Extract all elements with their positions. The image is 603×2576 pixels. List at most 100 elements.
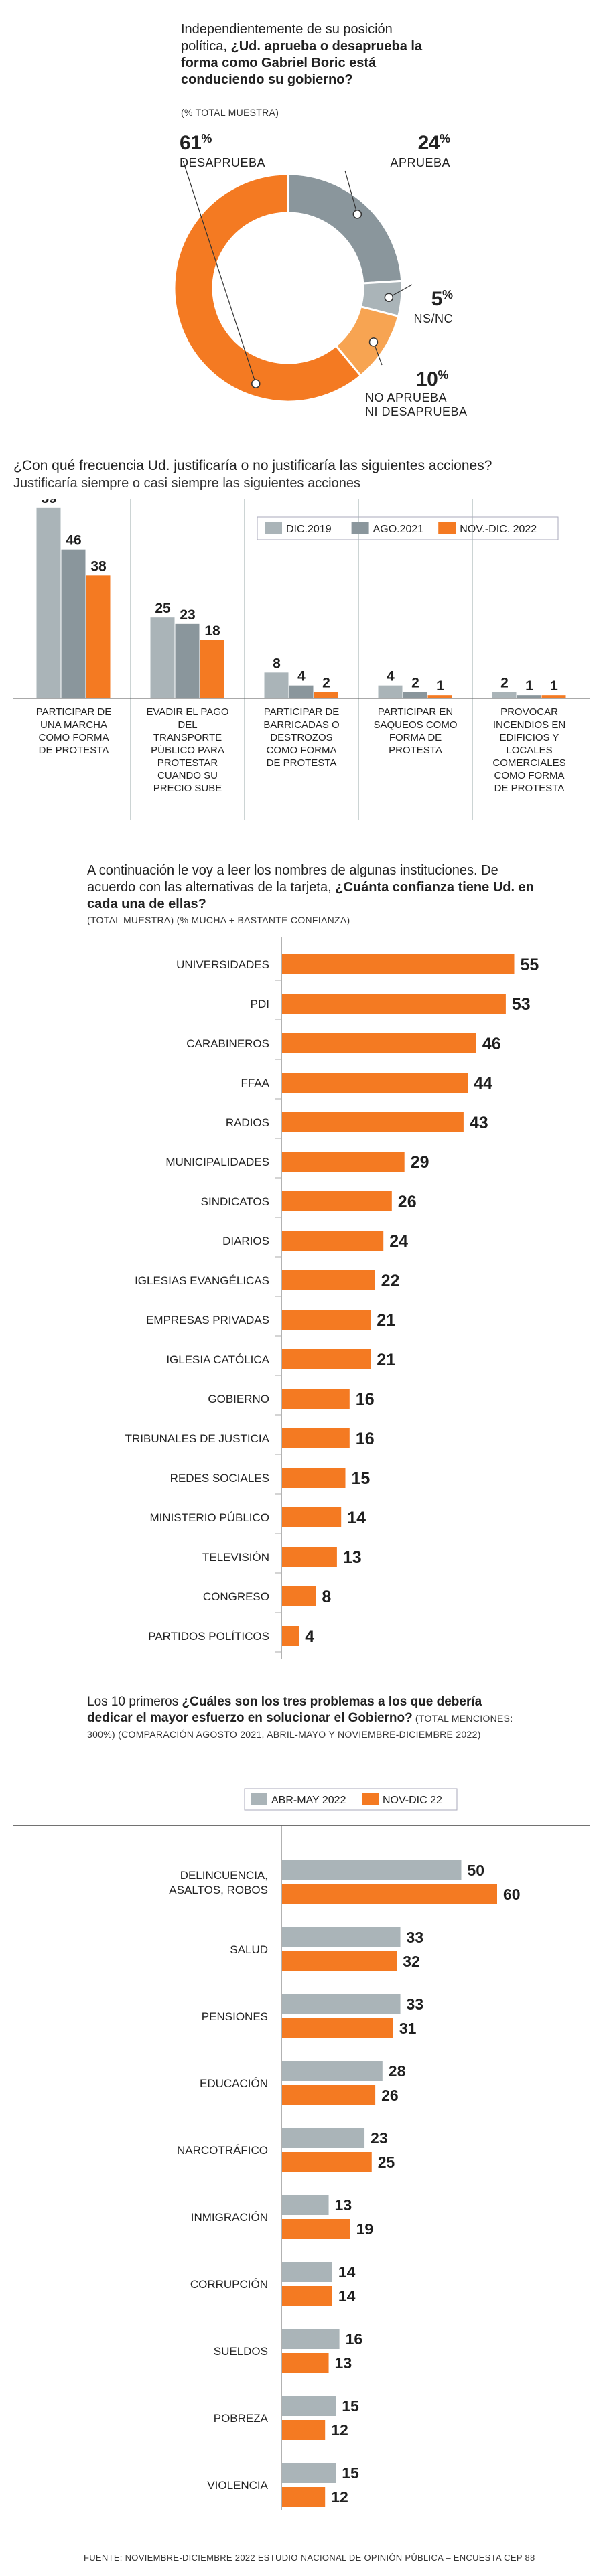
trust-value-1: 53 — [512, 995, 531, 1014]
aprueba-label: APRUEBA — [390, 156, 450, 169]
nsnc-pct: % — [442, 288, 453, 301]
problems-legend-swatch-1 — [362, 1793, 379, 1805]
approval-subtitle: (% TOTAL MUESTRA) — [181, 107, 279, 118]
donut-leader-dot-1 — [384, 293, 394, 302]
trust-value-8: 22 — [381, 1272, 400, 1290]
trust-bar-7 — [282, 1231, 384, 1251]
actions-category-1-line-2: TRANSPORTE — [153, 732, 222, 743]
problems-value-7-1: 13 — [335, 2354, 352, 2372]
actions-bar-4-0 — [492, 692, 517, 698]
problems-bar-6-1 — [282, 2286, 332, 2306]
problems-value-2-0: 33 — [407, 1995, 424, 2013]
problems-bar-2-1 — [282, 2018, 393, 2038]
actions-bar-0-1 — [61, 549, 86, 698]
actions-bar-0-0 — [36, 507, 61, 698]
trust-bar-17 — [282, 1626, 299, 1646]
trust-value-4: 43 — [470, 1114, 488, 1132]
donut-leader-dot-2 — [368, 337, 379, 347]
actions-category-0-line-3: DE PROTESTA — [39, 745, 109, 756]
trust-value-5: 29 — [411, 1153, 429, 1172]
actions-category-2-line-1: BARRICADAS O — [263, 719, 339, 731]
problems-bar-5-0 — [282, 2195, 329, 2215]
problems-value-0-0: 50 — [468, 1862, 485, 1879]
problems-bar-8-1 — [282, 2420, 326, 2440]
problems-value-1-0: 33 — [407, 1928, 424, 1946]
trust-bar-3 — [282, 1073, 468, 1093]
problems-value-6-0: 14 — [338, 2263, 356, 2281]
problems-category-4-line-0: NARCOTRÁFICO — [177, 2144, 268, 2157]
problems-bar-1-0 — [282, 1927, 401, 1947]
problems-bar-9-1 — [282, 2487, 326, 2507]
trust-value-17: 4 — [305, 1627, 314, 1646]
trust-category-15: TELEVISIÓN — [202, 1551, 269, 1564]
trust-bar-15 — [282, 1547, 337, 1567]
trust-value-0: 55 — [521, 956, 539, 974]
problems-question-bold: ¿Cuáles son los tres problemas a los que… — [87, 1695, 482, 1725]
problems-category-9-line-0: VIOLENCIA — [207, 2479, 268, 2492]
problems-category-0-line-1: ASALTOS, ROBOS — [169, 1884, 268, 1896]
label-desaprueba: 61% DESAPRUEBA — [180, 132, 265, 170]
actions-legend-label-2: NOV.-DIC. 2022 — [460, 524, 537, 535]
trust-category-0: UNIVERSIDADES — [176, 958, 269, 971]
ni-label-1: NO APRUEBA — [365, 391, 448, 404]
trust-category-14: MINISTERIO PÚBLICO — [149, 1511, 269, 1524]
actions-bar-4-2 — [541, 695, 566, 698]
actions-category-0-line-0: PARTICIPAR DE — [36, 706, 112, 718]
problems-category-8-line-0: POBREZA — [214, 2412, 269, 2425]
trust-bar-10 — [282, 1349, 371, 1369]
problems-value-0-1: 60 — [503, 1886, 521, 1903]
actions-category-4-line-1: INCENDIOS EN — [493, 719, 565, 731]
trust-value-9: 21 — [377, 1311, 395, 1330]
problems-bar-5-1 — [282, 2219, 350, 2239]
actions-category-4-line-6: DE PROTESTA — [494, 783, 565, 794]
actions-category-4-line-3: LOCALES — [506, 745, 552, 756]
actions-category-4-line-4: COMERCIALES — [492, 757, 565, 769]
problems-bar-7-0 — [282, 2329, 340, 2349]
actions-value-1-2: 18 — [204, 623, 220, 639]
problems-value-8-1: 12 — [331, 2421, 348, 2439]
problems-legend-frame — [244, 1788, 458, 1811]
actions-bar-3-2 — [427, 695, 452, 698]
trust-value-14: 14 — [347, 1509, 366, 1527]
donut-slice-0 — [287, 173, 403, 285]
actions-value-1-1: 23 — [180, 607, 195, 623]
problems-category-3-line-0: EDUCACIÓN — [200, 2077, 268, 2090]
donut-slice-3 — [173, 173, 362, 403]
nsnc-label: NS/NC — [413, 312, 453, 325]
actions-value-0-1: 46 — [66, 533, 81, 548]
actions-bar-3-0 — [378, 685, 403, 698]
trust-bar-2 — [282, 1033, 476, 1053]
actions-category-4-line-0: PROVOCAR — [500, 706, 558, 718]
actions-bar-2-1 — [289, 685, 314, 698]
actions-bar-2-0 — [264, 672, 289, 698]
problems-bar-3-1 — [282, 2085, 376, 2105]
problems-bar-6-0 — [282, 2262, 332, 2282]
problems-category-7-line-0: SUELDOS — [214, 2345, 268, 2358]
trust-category-6: SINDICATOS — [201, 1195, 269, 1208]
actions-category-3-line-0: PARTICIPAR EN — [378, 706, 454, 718]
problems-value-5-1: 19 — [356, 2220, 374, 2238]
actions-value-3-2: 1 — [436, 678, 444, 694]
trust-value-7: 24 — [389, 1232, 408, 1251]
problems-category-1-line-0: SALUD — [230, 1943, 268, 1956]
actions-value-4-0: 2 — [500, 675, 509, 690]
problems-value-6-1: 14 — [338, 2287, 356, 2305]
trust-value-10: 21 — [377, 1351, 395, 1369]
actions-category-4-line-5: COMO FORMA — [494, 770, 565, 781]
problems-intro: Los 10 primeros — [87, 1695, 182, 1709]
trust-category-4: RADIOS — [226, 1116, 269, 1129]
actions-category-1-line-3: PÚBLICO PARA — [151, 745, 224, 756]
actions-bar-2-2 — [314, 692, 338, 698]
ni-value: 10 — [416, 368, 438, 390]
problems-value-9-0: 15 — [342, 2464, 359, 2482]
trust-value-15: 13 — [343, 1548, 362, 1567]
actions-category-0-line-2: COMO FORMA — [39, 732, 109, 743]
problems-value-7-0: 16 — [346, 2330, 363, 2348]
trust-bar-6 — [282, 1191, 392, 1211]
trust-bar-13 — [282, 1468, 346, 1488]
problems-value-9-1: 12 — [331, 2488, 348, 2506]
actions-bar-0-2 — [86, 575, 111, 698]
trust-bar-5 — [282, 1152, 405, 1172]
actions-category-2-line-0: PARTICIPAR DE — [264, 706, 340, 718]
